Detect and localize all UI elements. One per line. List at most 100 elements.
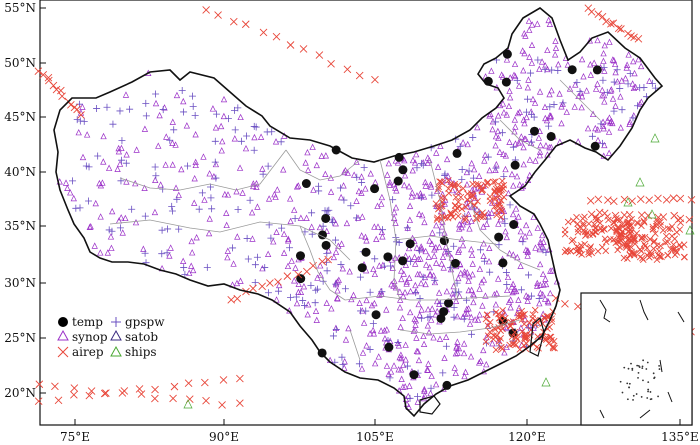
obs-triangle (436, 243, 443, 250)
obs-triangle (511, 116, 519, 123)
inset-dot (636, 364, 639, 367)
obs-triangle (358, 365, 366, 372)
obs-triangle (123, 151, 130, 158)
obs-plus (509, 143, 517, 151)
obs-triangle (422, 247, 429, 255)
obs-cross (184, 379, 193, 388)
obs-triangle (650, 133, 660, 143)
obs-plus (329, 218, 337, 226)
obs-triangle (503, 111, 510, 118)
obs-cross (266, 279, 274, 287)
obs-triangle (359, 213, 366, 220)
obs-plus (323, 267, 331, 275)
obs-plus (545, 122, 553, 130)
obs-cross (624, 228, 632, 235)
obs-triangle (192, 131, 199, 138)
obs-cross (629, 235, 636, 242)
obs-cross (35, 380, 44, 389)
obs-triangle (100, 158, 107, 165)
obs-cross (581, 228, 589, 235)
obs-triangle (523, 113, 530, 121)
obs-triangle (512, 123, 519, 130)
obs-plus (237, 137, 245, 145)
obs-cross (612, 239, 620, 247)
obs-triangle (276, 281, 283, 289)
obs-plus (576, 88, 584, 96)
obs-plus (616, 85, 624, 93)
obs-cross (218, 401, 226, 409)
obs-triangle (422, 178, 429, 186)
obs-cross (462, 214, 469, 221)
obs-triangle (152, 99, 160, 107)
obs-triangle (632, 83, 639, 90)
obs-cross (637, 211, 646, 219)
obs-cross (303, 267, 311, 276)
obs-plus (486, 268, 494, 276)
obs-cross (628, 228, 635, 235)
obs-plus (380, 262, 388, 270)
obs-cross (445, 177, 452, 184)
obs-plus (588, 132, 596, 140)
obs-plus (369, 320, 377, 328)
obs-triangle (409, 156, 417, 164)
obs-plus (468, 330, 475, 338)
obs-triangle (402, 356, 409, 363)
obs-cross (472, 181, 480, 188)
obs-plus (141, 212, 149, 220)
obs-triangle (457, 269, 464, 277)
obs-triangle (360, 319, 368, 326)
obs-plus (166, 136, 174, 144)
obs-plus (212, 174, 220, 182)
obs-triangle (441, 354, 448, 361)
obs-plus (535, 294, 543, 302)
obs-triangle (532, 244, 539, 251)
obs-plus (188, 92, 196, 100)
obs-cross (477, 213, 484, 221)
obs-triangle (212, 124, 220, 131)
obs-triangle (403, 278, 410, 285)
lat-tick-45: 45°N (4, 110, 36, 124)
obs-triangle (104, 249, 111, 256)
obs-plus (347, 202, 355, 210)
obs-triangle (431, 278, 439, 286)
obs-cross (497, 335, 504, 342)
obs-triangle (175, 191, 182, 198)
obs-triangle (422, 182, 429, 189)
obs-cross (327, 60, 335, 68)
obs-plus (610, 107, 618, 115)
obs-triangle (406, 274, 413, 281)
obs-cross (677, 243, 685, 251)
obs-triangle (428, 240, 436, 247)
obs-triangle (250, 180, 257, 187)
obs-temp (296, 274, 306, 284)
obs-triangle (346, 268, 353, 275)
obs-triangle (399, 314, 406, 322)
obs-triangle (428, 372, 435, 379)
obs-cross (625, 210, 634, 219)
obs-cross (676, 241, 683, 249)
obs-triangle (549, 267, 556, 274)
obs-cross (51, 382, 59, 391)
obs-cross (355, 71, 364, 80)
obs-triangle (169, 161, 176, 168)
obs-triangle (537, 141, 544, 149)
obs-cross (649, 223, 657, 231)
obs-plus (519, 238, 527, 246)
obs-cross (633, 230, 641, 237)
obs-cross (575, 249, 583, 257)
obs-triangle (304, 148, 311, 156)
obs-plus (648, 79, 656, 87)
obs-plus (69, 177, 77, 185)
obs-cross (680, 253, 688, 261)
obs-triangle (280, 249, 288, 256)
obs-triangle (378, 228, 386, 236)
obs-triangle (386, 178, 394, 186)
obs-cross (595, 208, 604, 217)
obs-triangle (526, 171, 533, 179)
obs-plus (476, 246, 484, 254)
obs-triangle (458, 235, 466, 243)
obs-triangle (451, 364, 458, 371)
obs-cross (531, 306, 539, 314)
legend-gpspw-label: gpspw (125, 315, 165, 329)
obs-triangle (623, 61, 631, 68)
